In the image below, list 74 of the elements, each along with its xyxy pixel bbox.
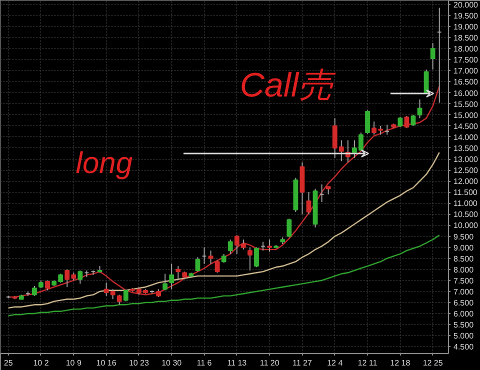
x-tick-label: 10 23: [128, 358, 150, 368]
x-tick-label: 10 2: [33, 358, 50, 368]
y-tick-label: 5.500: [454, 320, 474, 330]
y-tick-label: 8.000: [454, 265, 474, 274]
y-tick-label: 17.000: [454, 66, 479, 76]
y-tick-label: 20.000: [454, 0, 479, 10]
candlestick: [195, 256, 200, 272]
candlestick: [306, 192, 312, 215]
y-tick-label: 18.000: [454, 44, 479, 54]
candlestick: [286, 218, 292, 238]
candlestick: [410, 114, 416, 126]
candlestick: [214, 260, 220, 274]
y-tick-label: 8.500: [454, 254, 474, 264]
line-series: [8, 152, 440, 309]
y-tick-label: 19.500: [454, 12, 479, 21]
candlestick: [228, 239, 233, 254]
x-tick-label: 25: [4, 358, 14, 368]
candlestick: [417, 98, 422, 119]
candlestick: [116, 294, 122, 306]
y-tick-label: 7.000: [454, 287, 474, 296]
y-tick-label: 12.500: [454, 166, 479, 176]
x-tick-label: 10 9: [66, 358, 82, 368]
x-tick-label: 10 30: [162, 358, 182, 368]
candlestick: [248, 246, 252, 271]
y-tick-label: 7.500: [454, 276, 474, 286]
candlestick: [162, 273, 168, 291]
y-tick-label: 16.000: [454, 88, 479, 98]
y-tick-label: 17.500: [454, 56, 479, 65]
candlestick: [176, 266, 181, 280]
candlestick: [208, 250, 214, 264]
x-tick-label: 12 25: [422, 358, 444, 368]
y-tick-label: 16.500: [454, 78, 479, 87]
y-tick-label: 15.500: [454, 100, 479, 109]
candlestick: [78, 270, 83, 284]
annotation: Call売: [240, 66, 336, 104]
y-tick-label: 9.000: [454, 243, 474, 252]
y-tick-label: 4.500: [454, 342, 474, 352]
candlestick: [32, 285, 37, 296]
x-tick-label: 12 11: [358, 358, 378, 368]
candlestick: [169, 263, 174, 290]
y-tick-label: 10.000: [454, 221, 479, 230]
x-tick-label: 11 13: [227, 358, 248, 368]
y-tick-label: 14.500: [454, 122, 479, 131]
y-tick-label: 6.500: [454, 298, 474, 308]
y-tick-label: 15.000: [454, 110, 479, 120]
x-tick-label: 12 18: [390, 358, 411, 368]
y-tick-label: 14.000: [454, 132, 479, 142]
candlestick: [267, 239, 272, 252]
y-tick-label: 13.000: [454, 155, 479, 164]
candlestick: [430, 42, 436, 70]
y-tick-label: 18.500: [454, 34, 479, 43]
y-tick-label: 19.000: [454, 22, 479, 32]
y-tick-label: 5.000: [454, 332, 474, 341]
y-tick-label: 9.500: [454, 232, 474, 242]
candlestick: [404, 115, 410, 129]
y-tick-label: 11.500: [454, 188, 478, 198]
candlestick: [424, 69, 429, 94]
x-tick-label: 12 4: [327, 358, 344, 368]
candlestick: [45, 280, 50, 291]
y-tick-label: 6.000: [454, 310, 474, 319]
line-series: [8, 234, 440, 316]
x-tick-label: 11 6: [196, 358, 212, 368]
candlestick: [365, 110, 370, 134]
x-tick-label: 10 16: [96, 358, 117, 368]
y-tick-label: 11.000: [454, 199, 478, 208]
annotation: long: [76, 147, 133, 180]
candlestick: [123, 290, 128, 302]
candlestick: [398, 116, 403, 128]
x-tick-label: 11 20: [260, 358, 280, 368]
y-tick-label: 13.500: [454, 144, 479, 153]
y-tick-label: 12.000: [454, 177, 479, 186]
x-tick-label: 11 27: [292, 358, 312, 368]
y-tick-label: 10.500: [454, 210, 479, 220]
candlestick: [254, 246, 259, 268]
